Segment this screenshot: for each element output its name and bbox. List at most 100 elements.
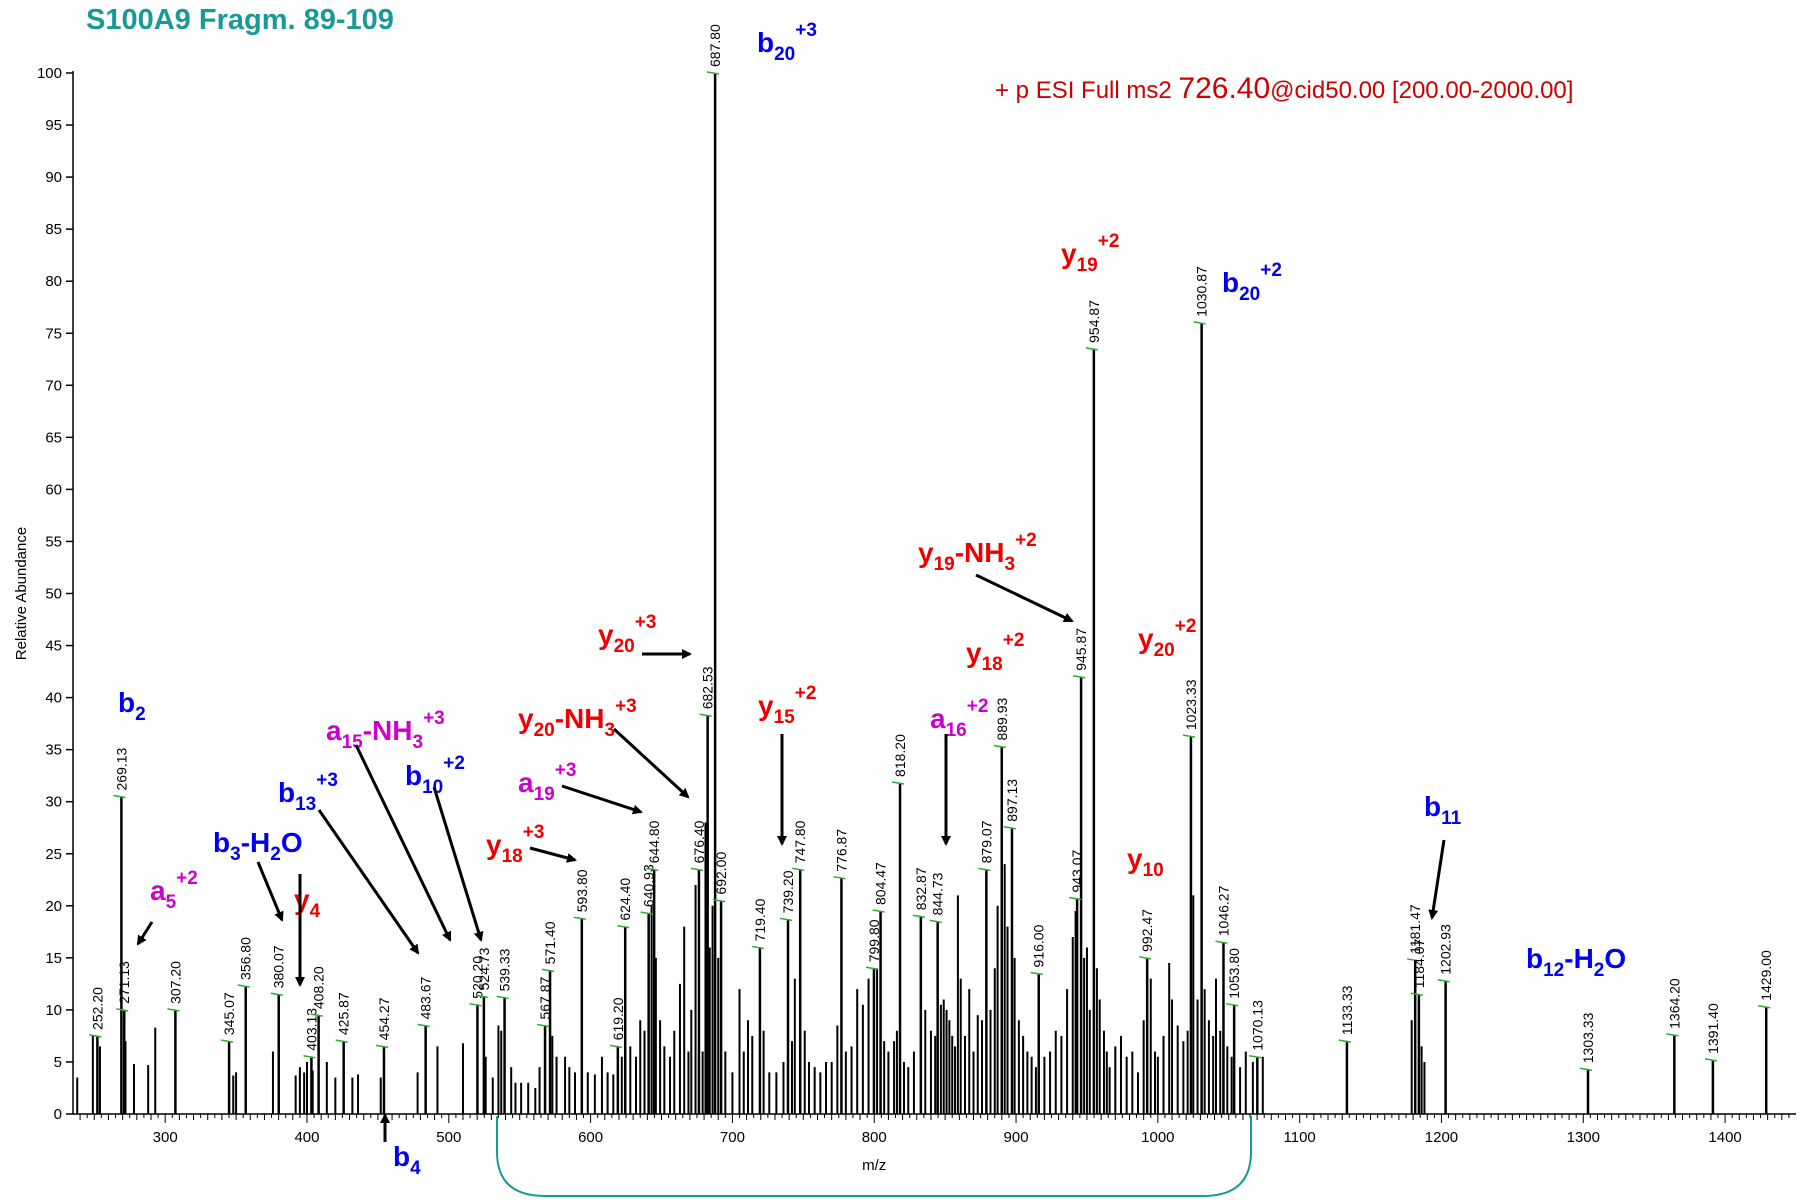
peak-label: 356.80 [238, 937, 254, 980]
ion-arrows [136, 573, 1446, 1142]
spectrum-title: S100A9 Fragm. 89-109 [86, 4, 394, 36]
y-axis-label: Relative Abundance [13, 527, 30, 660]
peak-label-leader [237, 984, 250, 988]
peak-label: 271.13 [116, 961, 132, 1004]
peak-label: 593.80 [574, 869, 590, 912]
y-tick-label: 20 [45, 898, 62, 915]
peak-label: 571.40 [542, 921, 558, 964]
y-tick-label: 40 [45, 690, 62, 707]
peak-label-leader [536, 1023, 550, 1028]
peak-label: 408.20 [311, 966, 327, 1009]
y-tick-label: 75 [45, 325, 62, 342]
peak-label-leader [929, 919, 942, 924]
peak-label: 644.80 [646, 820, 662, 863]
peak-label: 454.27 [376, 997, 392, 1040]
peak-label-leader [1085, 347, 1098, 351]
y-tick-label: 55 [45, 533, 62, 550]
peak-label: 1364.20 [1666, 978, 1682, 1029]
y-tick-label: 85 [45, 221, 62, 238]
ion-label-b11: b11 [1424, 791, 1462, 829]
peak-label-leader [1003, 825, 1017, 830]
x-tick-label: 700 [720, 1129, 745, 1146]
annotation-arrow [612, 727, 690, 799]
peak-label: 1053.80 [1226, 948, 1242, 999]
annotation-arrow [256, 861, 284, 922]
peak-label-leader [690, 867, 704, 872]
ion-label-y20: y20+2 [1138, 616, 1196, 661]
x-tick-label: 1300 [1567, 1129, 1600, 1146]
y-tick-label: 100 [37, 65, 62, 82]
peak-label-leader [891, 781, 905, 785]
peak-label-leader [1437, 979, 1450, 983]
peak-label: 879.07 [978, 820, 994, 863]
peak-label: 676.40 [691, 820, 707, 863]
peak-label: 943.07 [1069, 849, 1085, 892]
peak-label-leader [609, 1044, 622, 1049]
peak-label: 567.87 [537, 976, 553, 1019]
y-tick-label: 5 [54, 1054, 62, 1071]
peak-label-leader [646, 867, 659, 872]
x-tick-label: 400 [294, 1129, 319, 1146]
peak-label: 619.20 [610, 997, 626, 1040]
peak-label-leader [469, 1002, 482, 1007]
y-tick-label: 90 [45, 169, 62, 186]
ion-label-b20: b20+2 [1222, 260, 1282, 305]
peak-label-leader [1193, 321, 1206, 325]
peak-label: 520.20 [469, 956, 485, 999]
peak-label-leader [310, 1013, 323, 1017]
peak-label-leader [1579, 1067, 1593, 1071]
peaks [76, 73, 1768, 1114]
peak-label: 818.20 [892, 734, 908, 777]
ion-label-y20: y20-NH3+3 [518, 696, 637, 741]
ion-label-y19: y19-NH3+2 [918, 530, 1037, 575]
peak-label: 992.47 [1139, 909, 1155, 952]
peak-label: 380.07 [271, 945, 287, 988]
ion-label-y10: y10 [1127, 843, 1164, 881]
annotation-arrow [317, 809, 420, 955]
x-tick-label: 800 [862, 1129, 887, 1146]
y-tick-label: 80 [45, 273, 62, 290]
ion-label-b2: b2 [118, 687, 146, 725]
peak-label-leader [640, 911, 653, 915]
peak-label-leader [1215, 940, 1228, 944]
peak-label-leader [89, 1034, 102, 1038]
peak-label-leader [335, 1039, 348, 1043]
peak-label: 844.73 [930, 872, 946, 915]
peak-label: 539.33 [497, 948, 513, 991]
peak-label-leader [712, 898, 726, 903]
ion-label-a5: a5+2 [150, 868, 198, 913]
peak-label-leader [706, 71, 720, 75]
peak-label: 1181.47 [1407, 904, 1423, 954]
peak-label-leader [1182, 734, 1196, 738]
scan-header-prefix: + p ESI Full ms2 [995, 77, 1172, 104]
region-bracket [496, 1116, 1252, 1197]
scan-header: + p ESI Full ms2 726.40@cid50.00 [200.00… [995, 72, 1573, 106]
peak-label: 1070.13 [1249, 1000, 1265, 1051]
peak-label: 719.40 [752, 898, 768, 941]
peak-label: 945.87 [1073, 628, 1089, 671]
peak-label-leader [1030, 971, 1043, 976]
annotation-arrow [529, 846, 577, 863]
y-tick-label: 45 [45, 638, 62, 655]
peak-label: 889.93 [994, 697, 1010, 740]
peak-label: 1391.40 [1705, 1003, 1721, 1054]
x-tick-label: 1200 [1425, 1129, 1458, 1146]
y-tick-label: 10 [45, 1002, 62, 1019]
peak-label: 1429.00 [1758, 950, 1774, 1001]
peak-label-leader [865, 966, 879, 970]
peak-label-leader [220, 1039, 234, 1043]
x-axis-label: m/z [862, 1157, 886, 1174]
peak-label-leader [872, 909, 885, 913]
x-tick-label: 1100 [1284, 1129, 1316, 1146]
peak-label: 832.87 [913, 867, 929, 910]
peak-label-leader [475, 994, 488, 999]
peak-label: 1023.33 [1183, 679, 1199, 730]
peak-label-leader [978, 867, 991, 872]
peak-label-leader [751, 945, 765, 950]
ion-labels: b2a5+2b3-H2Oy4b13+3a15-NH3+3b10+2b4y18+3… [118, 20, 1626, 1179]
annotation-arrow [136, 921, 154, 946]
peak-label-leader [792, 867, 805, 872]
peak-label: 624.40 [617, 878, 633, 921]
